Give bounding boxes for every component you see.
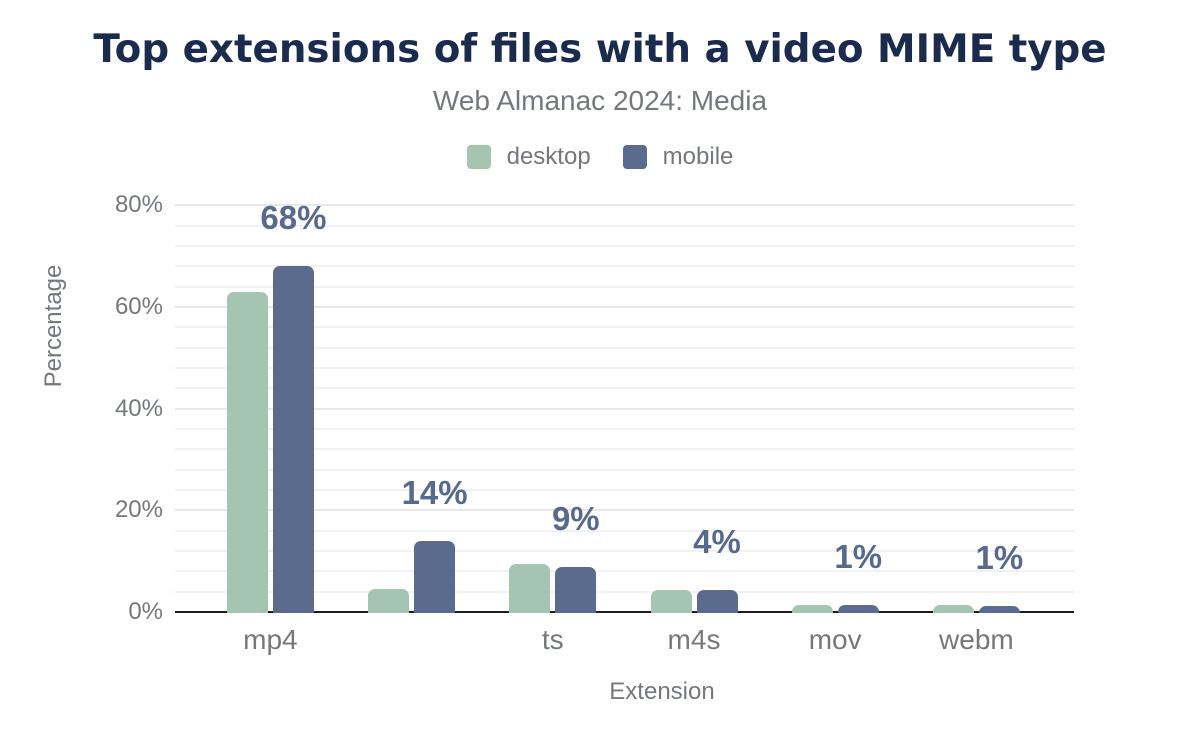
y-tick-label: 40% [114,394,163,422]
gridline-major [175,306,1074,309]
value-label: 68% [260,199,327,237]
x-category-label: mov [808,623,862,655]
value-label: 1% [834,538,883,576]
legend-swatch-mobile [622,145,647,169]
y-tick-label: 60% [114,293,163,321]
value-label: 14% [401,474,468,512]
value-label: 1% [975,538,1024,576]
value-label: 9% [551,499,600,537]
x-category-label: m4s [667,623,721,655]
chart-subtitle: Web Almanac 2024: Media [432,85,768,116]
bar-desktop-mov [791,605,833,614]
gridline-minor [175,245,1074,248]
bar-mobile-ts [555,566,597,614]
bar-desktop-webm [932,605,974,614]
gridline-minor [175,326,1074,329]
gridline-minor [175,265,1074,268]
bar-desktop-m4s [650,590,692,614]
x-axis-title: Extension [609,677,715,705]
gridline-minor [175,570,1074,573]
legend-item-desktop: desktop [466,143,591,170]
chart-title: Top extensions of files with a video MIM… [93,27,1107,72]
legend-item-mobile: mobile [622,143,734,170]
legend-label-mobile: mobile [662,143,734,170]
bar-desktop-ts [509,564,551,614]
y-tick-label: 0% [128,598,163,625]
legend-swatch-desktop [466,145,491,169]
gridline-minor [175,346,1074,349]
value-label: 4% [693,523,741,561]
gridline-minor [175,367,1074,370]
x-category-label: webm [939,623,1014,655]
bar-mobile-webm [978,605,1020,614]
gridline-minor [175,387,1074,390]
gridline-major [175,204,1074,207]
gridline-minor [175,550,1074,552]
bar-desktop-blank [368,589,410,614]
bar-mobile-mov [837,605,879,614]
gridline-minor [175,448,1074,451]
chart-legend: desktop mobile [0,144,1200,170]
x-category-label: ts [541,623,564,655]
bar-mobile-mp4 [272,266,314,614]
x-axis-line [175,610,1074,614]
bar-mobile-m4s [696,590,738,614]
x-category-label: mp4 [243,623,298,655]
bar-desktop-mp4 [226,291,268,614]
gridline-major [175,509,1074,512]
legend-label-desktop: desktop [506,143,591,170]
gridline-minor [175,224,1074,227]
gridline-minor [175,468,1074,471]
y-tick-label: 20% [114,496,163,524]
gridline-minor [175,489,1074,492]
y-tick-label: 80% [114,191,163,219]
gridline-minor [175,529,1074,532]
gridline-minor [175,285,1074,288]
gridline-major [175,407,1074,410]
gridline-minor [175,428,1074,431]
bar-mobile-blank [414,541,456,614]
y-axis-title: Percentage [40,264,67,388]
gridline-minor [175,590,1074,593]
